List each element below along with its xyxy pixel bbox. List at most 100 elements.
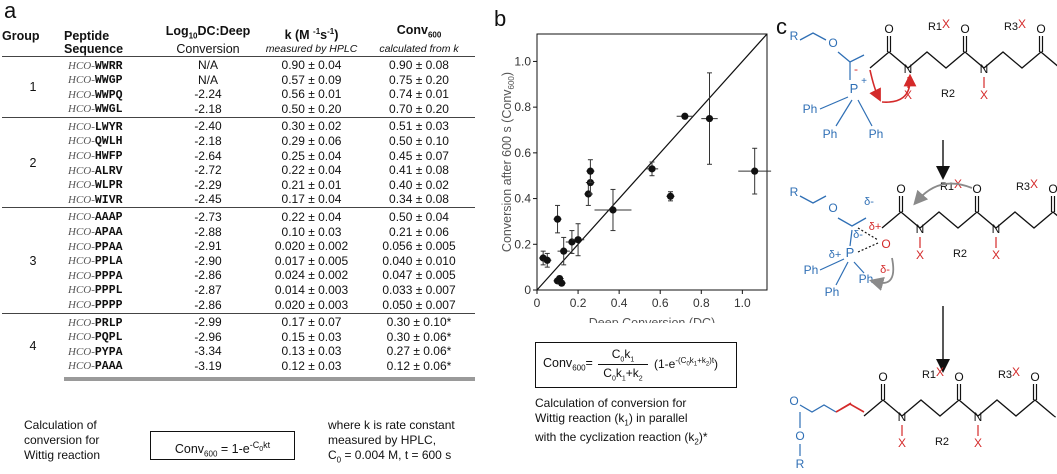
k-value: 0.017 ± 0.005 bbox=[274, 253, 349, 268]
carbonyl-oxygen: O bbox=[1048, 182, 1057, 196]
k-value: 0.21 ± 0.01 bbox=[281, 177, 342, 192]
peptide-prefix: HCO- bbox=[68, 226, 95, 239]
table-row: 3 HCO-AAAP -2.73 0.22 ± 0.04 0.50 ± 0.04 bbox=[2, 207, 475, 314]
footnote-left-line: Calculation of bbox=[24, 418, 97, 432]
partial-charge: δ+ bbox=[829, 249, 842, 261]
header-peptide: Peptide Sequence bbox=[64, 28, 124, 56]
r-group: R bbox=[790, 29, 799, 43]
conv-value: 0.50 ± 0.04 bbox=[363, 207, 475, 226]
k-value: 0.12 ± 0.03 bbox=[260, 359, 363, 381]
dc-value: N/A bbox=[156, 55, 260, 74]
nitrogen-atom: N bbox=[916, 222, 925, 236]
peptide-sequence: HCO-PPPL bbox=[64, 283, 156, 298]
peptide-residues: APAA bbox=[94, 226, 123, 240]
peptide-prefix: HCO- bbox=[68, 193, 95, 206]
table-row: 4 HCO-PRLP -2.99 0.17 ± 0.07 0.30 ± 0.10* bbox=[2, 312, 475, 379]
k-value: 0.014 ± 0.003 bbox=[274, 282, 349, 297]
k-value: 0.22 ± 0.04 bbox=[281, 163, 342, 178]
conv-value: 0.21 ± 0.06 bbox=[389, 224, 449, 239]
p-charge: + bbox=[861, 76, 867, 87]
ester-chain bbox=[799, 195, 827, 204]
data-point bbox=[586, 167, 594, 175]
peptide-prefix: HCO- bbox=[68, 120, 95, 133]
data-point bbox=[574, 236, 582, 244]
peptide-prefix: HCO- bbox=[68, 299, 95, 311]
nitrogen-atom: N bbox=[974, 410, 983, 424]
dc-value: -2.18 bbox=[194, 101, 222, 116]
peptide-residues: PPPL bbox=[94, 284, 123, 298]
header-conv: Conv600 calculated from k bbox=[379, 23, 459, 55]
dc-value: -2.18 bbox=[194, 133, 222, 148]
x-substituent-top: X bbox=[936, 365, 944, 379]
dc-value: -2.87 bbox=[194, 282, 222, 297]
conv-value: 0.12 ± 0.06* bbox=[363, 359, 475, 381]
peptide-sequence: HCO-AAAP bbox=[64, 207, 156, 226]
peptide-prefix: HCO- bbox=[68, 269, 95, 282]
k-value: 0.17 ± 0.04 bbox=[281, 192, 342, 207]
x-tick-label: 0.6 bbox=[652, 296, 669, 310]
conv-value: 0.34 ± 0.08 bbox=[389, 192, 449, 207]
table-row: HCO-APAA -2.88 0.10 ± 0.03 0.21 ± 0.06 bbox=[2, 225, 475, 240]
panel-a-label: a bbox=[4, 0, 17, 23]
table-body: 1 HCO-WWRR N/A 0.90 ± 0.04 0.90 ± 0.08 HCO-WW… bbox=[2, 55, 475, 381]
equation-a-box: Conv600 = 1-e-C0kt bbox=[150, 431, 295, 460]
data-point bbox=[560, 247, 568, 255]
dc-value: -2.96 bbox=[194, 329, 222, 344]
dc-value: -2.40 bbox=[156, 116, 260, 135]
footnote-right: where k is rate constant measured by HPL… bbox=[328, 418, 478, 467]
x-substituent: X bbox=[974, 436, 982, 450]
peptide-prefix: HCO- bbox=[68, 316, 95, 329]
nitrogen-atom: N bbox=[898, 410, 907, 424]
dc-value: -2.64 bbox=[194, 148, 222, 163]
peptide-residues: WWRR bbox=[94, 59, 123, 73]
table-row: HCO-WLPR -2.29 0.21 ± 0.01 0.40 ± 0.02 bbox=[2, 178, 475, 193]
r1-group: R1 bbox=[928, 21, 942, 33]
nitrogen-atom: N bbox=[980, 62, 989, 76]
table-row: HCO-PPPL -2.87 0.014 ± 0.003 0.033 ± 0.007 bbox=[2, 283, 475, 298]
data-point bbox=[705, 114, 714, 123]
carbanion-charge: - bbox=[854, 62, 858, 76]
electron-arrow-gray bbox=[913, 182, 973, 206]
peptide-prefix: HCO- bbox=[68, 360, 95, 373]
table-row: HCO-WWPQ -2.24 0.56 ± 0.01 0.74 ± 0.01 bbox=[2, 88, 475, 103]
partial-bond bbox=[857, 242, 879, 253]
peptide-residues: QWLH bbox=[94, 135, 123, 149]
ester-chain bbox=[799, 404, 837, 413]
peptide-residues: WWPQ bbox=[94, 88, 123, 102]
y-tick-label: 0.6 bbox=[514, 146, 531, 160]
table-row: HCO-WWGL -2.18 0.50 ± 0.20 0.70 ± 0.20 bbox=[2, 102, 475, 117]
table-row: HCO-PPLA -2.90 0.017 ± 0.005 0.040 ± 0.010 bbox=[2, 254, 475, 269]
dc-value: -3.19 bbox=[156, 359, 260, 381]
caption-b-line: Wittig reaction (k1) in parallel bbox=[535, 411, 688, 428]
peptide-sequence: HCO-WWGL bbox=[64, 102, 156, 117]
alkene-double-bond bbox=[840, 402, 852, 410]
carbonyl-oxygen: O bbox=[954, 370, 963, 384]
conv-value: 0.70 ± 0.20 bbox=[389, 101, 449, 116]
nitrogen-atom: N bbox=[992, 222, 1001, 236]
panel-b-label: b bbox=[494, 6, 507, 31]
ester-oxygen: O bbox=[828, 201, 837, 215]
table-row: HCO-PAAA -3.19 0.12 ± 0.03 0.12 ± 0.06* bbox=[2, 359, 475, 381]
x-tick-label: 0.2 bbox=[570, 296, 587, 310]
k-value: 0.10 ± 0.03 bbox=[281, 224, 342, 239]
footnote-right-line: measured by HPLC, bbox=[328, 433, 437, 447]
dc-value: -2.45 bbox=[194, 192, 222, 207]
footnote-left-line: conversion for bbox=[24, 433, 100, 447]
peptide-sequence: HCO-ALRV bbox=[64, 164, 156, 179]
dc-value: N/A bbox=[197, 72, 218, 87]
dc-value: -3.34 bbox=[194, 344, 222, 359]
peptide-residues: PRLP bbox=[94, 316, 123, 330]
peptide-residues: WWGL bbox=[94, 103, 123, 117]
peptide-sequence: HCO-PYPA bbox=[64, 345, 156, 360]
footnote-left: Calculation of conversion for Wittig rea… bbox=[24, 418, 134, 463]
peptide-residues: PPPA bbox=[94, 269, 123, 283]
footnote-right-line: where k is rate constant bbox=[328, 418, 455, 432]
r1-group: R1 bbox=[922, 369, 936, 381]
table-row: HCO-PPPP -2.86 0.020 ± 0.003 0.050 ± 0.007 bbox=[2, 298, 475, 313]
x-substituent: X bbox=[904, 88, 912, 102]
r3-group: R3 bbox=[1004, 21, 1018, 33]
p-ph-bond bbox=[819, 96, 849, 110]
peptide-prefix: HCO- bbox=[68, 150, 95, 163]
y-tick-label: 0.2 bbox=[514, 237, 531, 251]
footnote-right-line: C0 = 0.004 M, t = 600 s bbox=[328, 448, 452, 465]
